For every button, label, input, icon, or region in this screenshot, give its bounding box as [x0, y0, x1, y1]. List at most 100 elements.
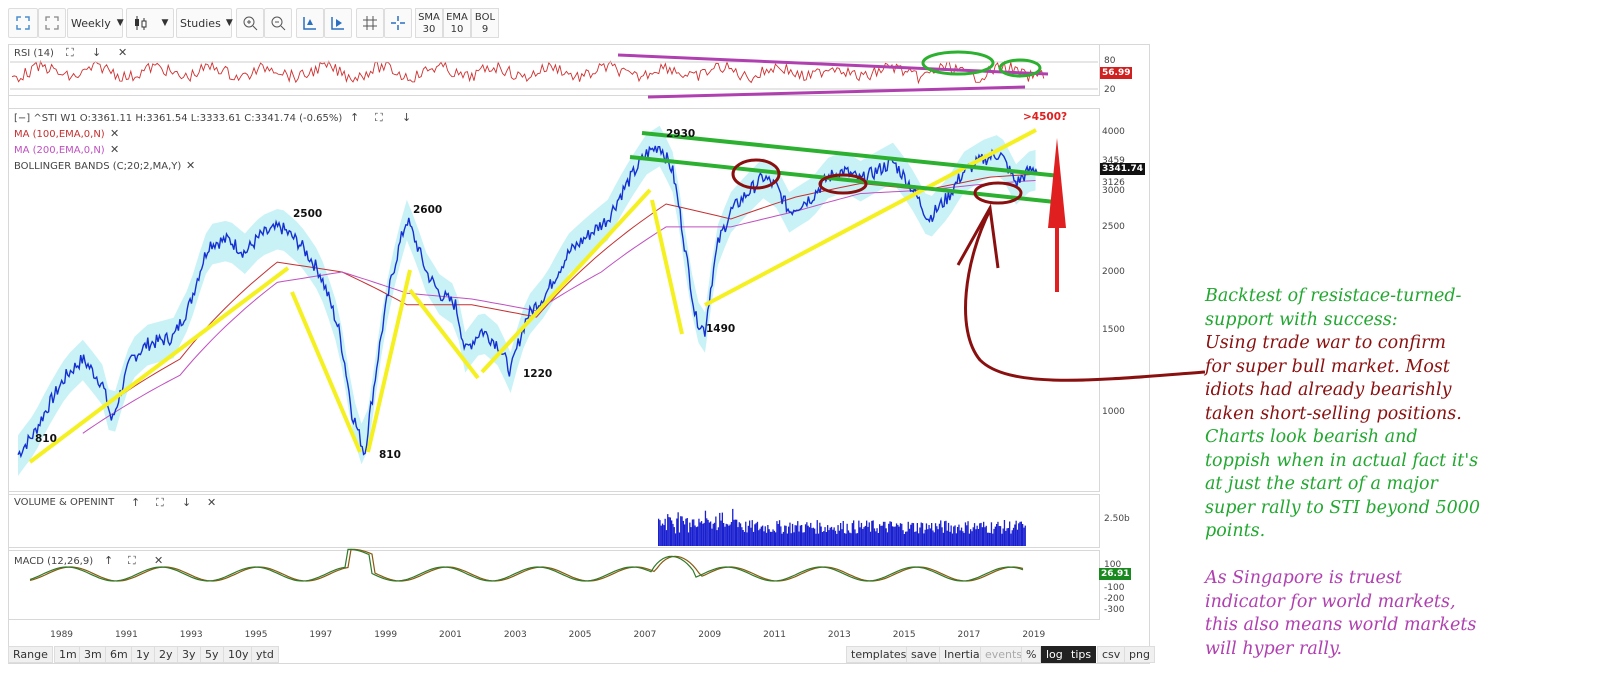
save-button[interactable]: save — [906, 646, 942, 663]
tips-button[interactable]: tips — [1066, 646, 1097, 663]
percent-button[interactable]: % — [1021, 646, 1042, 663]
volume-bar — [846, 523, 848, 546]
study-bollinger-close-icon[interactable]: ✕ — [186, 159, 196, 172]
volume-bar — [710, 521, 712, 546]
range-1y[interactable]: 1y — [131, 646, 155, 663]
study-ma200-close-icon[interactable]: ✕ — [110, 143, 120, 156]
volume-bar — [659, 520, 661, 546]
fullscreen-button[interactable] — [8, 8, 38, 38]
volume-bar — [999, 526, 1002, 546]
y-tick-1000: 1000 — [1102, 407, 1125, 417]
volume-bar — [994, 526, 996, 546]
volume-bar — [695, 527, 697, 546]
volume-move-down-icon[interactable]: ↓ — [182, 496, 192, 509]
volume-bar — [915, 531, 917, 546]
macd-move-up-icon[interactable]: ↑ — [104, 554, 114, 567]
maroon-circle-1 — [731, 158, 781, 190]
volume-bar — [850, 533, 852, 546]
volume-bar — [825, 532, 827, 546]
main-move-up-icon[interactable]: ↑ — [350, 111, 360, 124]
range-1m[interactable]: 1m — [54, 646, 82, 663]
volume-bar — [893, 526, 895, 546]
range-3m[interactable]: 3m — [79, 646, 107, 663]
volume-bar — [828, 530, 830, 546]
annotation-4500: >4500? — [1023, 111, 1068, 123]
csv-button[interactable]: csv — [1097, 646, 1126, 663]
volume-bar — [760, 526, 762, 546]
range-2y[interactable]: 2y — [154, 646, 178, 663]
volume-bar — [959, 530, 961, 546]
range-10y[interactable]: 10y — [223, 646, 254, 663]
volume-bar — [795, 525, 798, 546]
range-5y[interactable]: 5y — [200, 646, 224, 663]
scroll-end-button[interactable] — [324, 8, 352, 38]
volume-bar — [1002, 528, 1004, 546]
chart-type-select[interactable]: ▼ — [126, 8, 174, 38]
volume-bar — [730, 522, 733, 546]
inertia-button[interactable]: Inertia — [939, 646, 985, 663]
volume-bar — [946, 530, 948, 546]
zoom-out-button[interactable] — [264, 8, 292, 38]
zoom-in-button[interactable] — [236, 8, 264, 38]
templates-button[interactable]: templates — [846, 646, 912, 663]
range-6m[interactable]: 6m — [105, 646, 133, 663]
log-button[interactable]: log — [1041, 646, 1068, 663]
volume-bar — [776, 521, 778, 546]
volume-bar — [859, 527, 861, 546]
green-resistance-line — [641, 131, 1061, 178]
macd-tick-m100: -100 — [1104, 583, 1125, 593]
volume-bar — [799, 525, 801, 546]
png-button[interactable]: png — [1124, 646, 1155, 663]
crosshair-button[interactable] — [384, 8, 412, 38]
grid-button[interactable] — [356, 8, 384, 38]
volume-bar — [788, 526, 790, 546]
events-button[interactable]: events — [980, 646, 1028, 663]
indicator-bol[interactable]: BOL 9 — [471, 8, 499, 38]
volume-bar — [661, 523, 664, 546]
volume-maximize-icon[interactable]: ⛶ — [156, 496, 164, 509]
macd-close-icon[interactable]: ✕ — [154, 554, 164, 567]
volume-bar — [925, 523, 928, 546]
volume-bar — [682, 520, 684, 546]
indicator-ema[interactable]: EMA 10 — [443, 8, 471, 38]
range-ytd[interactable]: ytd — [251, 646, 279, 663]
bollinger-band-area — [18, 125, 1036, 476]
fit-button[interactable] — [38, 8, 66, 38]
volume-bar — [1023, 527, 1025, 546]
volume-bar — [729, 524, 731, 546]
volume-bar — [907, 521, 909, 546]
volume-bar — [960, 527, 963, 546]
volume-bar — [804, 524, 807, 546]
volume-bar — [769, 531, 772, 546]
range-3y[interactable]: 3y — [177, 646, 201, 663]
volume-bar — [689, 522, 691, 546]
rsi-close-icon[interactable]: ✕ — [118, 46, 128, 59]
volume-bar — [750, 527, 752, 546]
volume-bar — [932, 530, 934, 546]
study-ma100-close-icon[interactable]: ✕ — [110, 127, 120, 140]
studies-select[interactable]: Studies ▼ — [176, 8, 233, 38]
volume-bar — [843, 533, 846, 546]
interval-select[interactable]: Weekly ▼ — [67, 8, 124, 38]
main-move-down-icon[interactable]: ↓ — [402, 111, 412, 124]
volume-bar — [918, 533, 920, 546]
volume-bar — [1024, 525, 1026, 546]
macd-tick-m200: -200 — [1104, 594, 1125, 604]
volume-move-up-icon[interactable]: ↑ — [131, 496, 141, 509]
rsi-move-down-icon[interactable]: ↓ — [92, 46, 102, 59]
main-maximize-icon[interactable]: ⛶ — [375, 111, 383, 124]
macd-maximize-icon[interactable]: ⛶ — [128, 554, 136, 567]
x-tick-label: 2019 — [1022, 630, 1046, 640]
volume-bar — [1011, 530, 1013, 546]
note-line: idiots had already bearishly — [1205, 380, 1452, 400]
yellow-trendline-7 — [704, 128, 1037, 307]
volume-bar — [986, 532, 989, 546]
volume-close-icon[interactable]: ✕ — [207, 496, 217, 509]
rsi-maximize-icon[interactable]: ⛶ — [66, 46, 74, 59]
volume-bar — [836, 533, 838, 546]
volume-bar — [816, 520, 818, 546]
autoscale-button[interactable] — [296, 8, 324, 38]
x-tick-label: 2015 — [892, 630, 916, 640]
indicator-sma[interactable]: SMA 30 — [415, 8, 443, 38]
bollinger-band — [18, 125, 1036, 476]
